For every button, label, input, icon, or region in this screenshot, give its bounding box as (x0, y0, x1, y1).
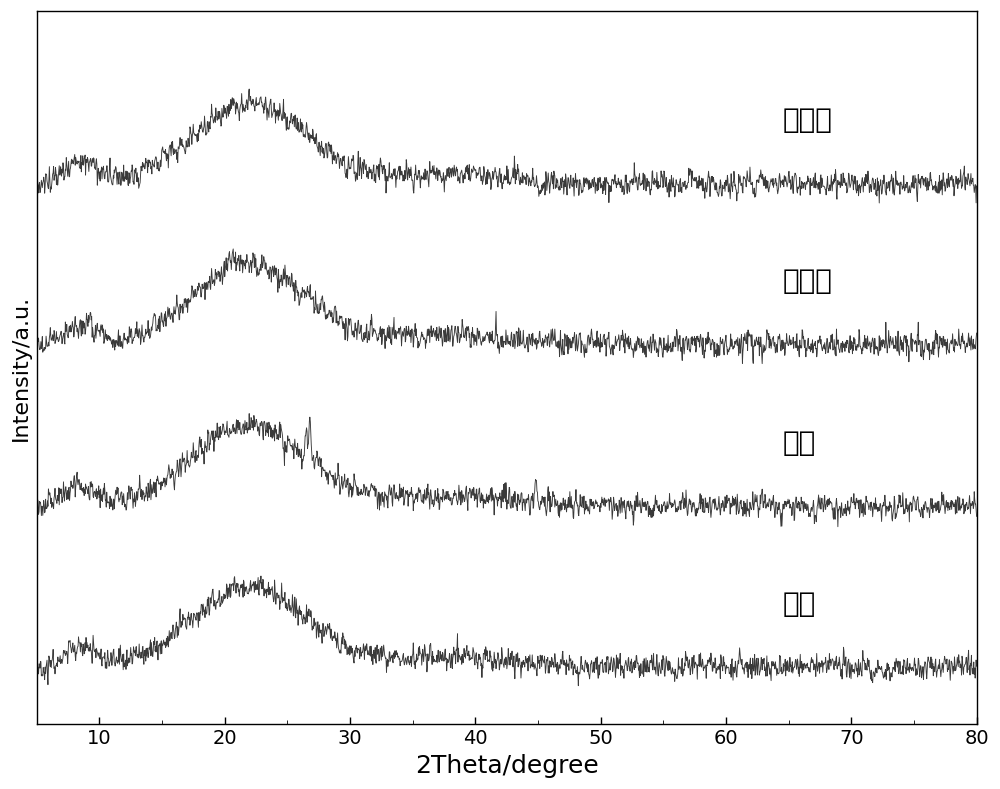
Text: 乙二醇: 乙二醇 (782, 107, 832, 134)
Text: 乙醇: 乙醇 (782, 428, 816, 457)
Y-axis label: Intensity/a.u.: Intensity/a.u. (11, 295, 31, 441)
Text: 异丙醇: 异丙醇 (782, 267, 832, 296)
Text: 甲醇: 甲醇 (782, 589, 816, 618)
X-axis label: 2Theta/degree: 2Theta/degree (415, 753, 598, 778)
